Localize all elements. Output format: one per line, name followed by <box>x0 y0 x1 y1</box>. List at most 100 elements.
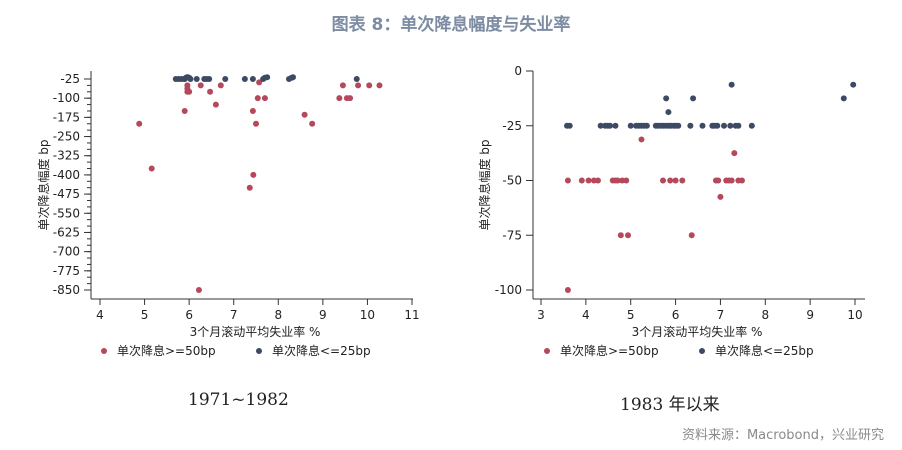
data-point <box>675 122 682 129</box>
y-tick-label: -25 <box>60 72 80 86</box>
source-note: 资料来源：Macrobond，兴业研究 <box>681 428 884 443</box>
x-tick-label: 9 <box>319 308 327 322</box>
data-point <box>731 150 738 157</box>
x-tick-label: 11 <box>404 308 419 322</box>
chart-1971-1982: -25 -100 -175 -250 -325 -400 -475 -550 -625 -700 -… <box>36 71 420 358</box>
data-point <box>222 76 229 82</box>
y-tick-label: -325 <box>53 149 80 163</box>
data-point <box>249 76 256 82</box>
data-point <box>660 177 667 184</box>
data-point <box>578 177 585 184</box>
x-tick-label: 4 <box>582 308 590 322</box>
data-point <box>197 82 204 89</box>
data-point <box>614 177 621 184</box>
y-tick-label: -50 <box>502 174 522 188</box>
x-tick-label: 6 <box>672 308 680 322</box>
data-point <box>607 122 614 129</box>
x-axis-label: 3个月滚动平均失业率 % <box>632 324 763 339</box>
legend-label: 单次降息>=50bp <box>560 343 659 358</box>
data-point <box>690 95 697 102</box>
y-tick-label: -400 <box>53 168 80 182</box>
data-point <box>347 95 354 102</box>
data-point <box>366 82 373 89</box>
data-point <box>597 122 604 129</box>
data-point <box>663 95 670 102</box>
data-point <box>679 177 686 184</box>
data-point <box>623 177 630 184</box>
figure-title: 图表 8：单次降息幅度与失业率 <box>331 15 571 35</box>
x-tick-label: 9 <box>806 308 814 322</box>
data-point <box>206 76 213 82</box>
data-point <box>728 177 735 184</box>
data-point <box>721 122 728 129</box>
data-point <box>566 122 573 129</box>
data-point <box>355 82 362 89</box>
legend-marker <box>101 348 107 354</box>
data-point <box>336 95 343 102</box>
x-tick-label: 3 <box>537 308 545 322</box>
series-cut-ge-50bp <box>136 79 383 293</box>
data-point <box>585 177 592 184</box>
data-point <box>735 122 742 129</box>
data-point <box>672 177 679 184</box>
y-axis-label: 单次降息幅度 bp <box>36 139 51 230</box>
y-tick-label: -25 <box>502 119 522 133</box>
data-point <box>217 82 224 89</box>
legend-marker <box>699 348 705 354</box>
legend-marker <box>544 348 550 354</box>
data-point <box>727 122 734 129</box>
data-point <box>840 95 847 102</box>
y-tick-label: 0 <box>514 64 522 78</box>
data-point <box>850 81 857 88</box>
data-point <box>748 122 755 129</box>
data-point <box>241 76 248 82</box>
y-tick-label: -250 <box>53 130 80 144</box>
data-point <box>256 79 263 86</box>
data-point <box>594 177 601 184</box>
data-point <box>617 232 624 239</box>
legend-label: 单次降息<=25bp <box>715 343 814 358</box>
data-point <box>667 177 674 184</box>
data-point <box>193 76 200 82</box>
data-point <box>627 122 634 129</box>
data-point <box>187 76 194 82</box>
data-point <box>715 177 722 184</box>
data-point <box>717 193 724 200</box>
y-tick-label: -475 <box>53 187 80 201</box>
data-point <box>136 120 143 127</box>
data-point <box>612 122 619 129</box>
data-point <box>699 122 706 129</box>
data-point <box>309 120 316 127</box>
data-point <box>253 120 259 127</box>
x-tick-label: 10 <box>360 308 375 322</box>
data-point <box>339 82 346 89</box>
data-point <box>264 74 271 81</box>
x-tick-label: 8 <box>274 308 282 322</box>
data-point <box>564 287 571 293</box>
series-cut-le-25bp <box>172 74 360 82</box>
data-point <box>195 287 202 293</box>
x-tick-label: 6 <box>185 308 193 322</box>
right-chart-subtitle: 1983 年以来 <box>620 395 720 415</box>
y-axis-label: 单次降息幅度 bp <box>477 139 492 230</box>
data-point <box>148 165 155 172</box>
data-point <box>687 122 694 129</box>
data-point <box>250 171 257 178</box>
series-cut-ge-50bp <box>564 136 745 293</box>
data-point <box>301 111 308 118</box>
data-point <box>688 232 695 239</box>
x-tick-label: 7 <box>717 308 725 322</box>
x-tick-label: 5 <box>627 308 635 322</box>
data-point <box>376 82 383 89</box>
data-point <box>714 122 721 129</box>
y-tick-label: -100 <box>53 91 80 105</box>
y-tick-label: -75 <box>502 228 522 242</box>
data-point <box>728 81 735 88</box>
data-point <box>353 76 360 82</box>
data-point <box>246 184 253 191</box>
data-point <box>289 74 296 81</box>
data-point <box>249 107 256 114</box>
legend-label: 单次降息<=25bp <box>272 343 371 358</box>
data-point <box>643 122 650 129</box>
